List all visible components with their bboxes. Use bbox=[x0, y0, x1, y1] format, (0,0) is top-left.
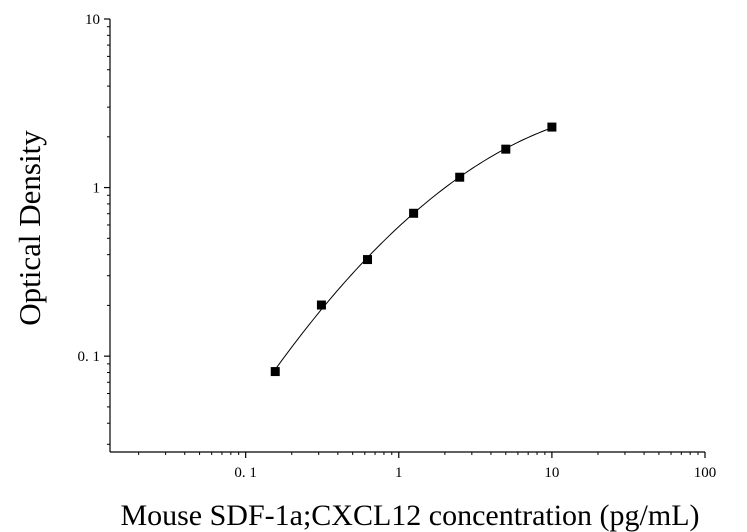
x-tick-label: 10 bbox=[544, 465, 559, 481]
fit-curve bbox=[274, 127, 553, 370]
labels-layer: Optical Density Mouse SDF-1a;CXCL12 conc… bbox=[12, 130, 700, 532]
axes-layer: 0. 1 1 10 0. 1 1 10 100 bbox=[78, 12, 717, 481]
y-tick-label: 10 bbox=[85, 12, 100, 28]
data-point bbox=[409, 208, 419, 218]
points-layer bbox=[270, 122, 557, 377]
x-tick-label: 1 bbox=[395, 465, 403, 481]
x-axis-title: Mouse SDF-1a;CXCL12 concentration (pg/mL… bbox=[120, 499, 699, 532]
x-tick-label: 100 bbox=[694, 465, 717, 481]
data-point bbox=[547, 122, 557, 132]
curve-layer bbox=[274, 127, 553, 370]
y-tick-label: 0. 1 bbox=[78, 349, 101, 365]
data-point bbox=[501, 144, 511, 154]
data-point bbox=[455, 172, 465, 182]
data-point bbox=[363, 255, 373, 265]
x-tick-label: 0. 1 bbox=[234, 465, 257, 481]
data-point bbox=[316, 300, 326, 310]
y-tick-label: 1 bbox=[93, 181, 101, 197]
data-point bbox=[270, 367, 280, 377]
y-axis-title: Optical Density bbox=[12, 130, 47, 326]
